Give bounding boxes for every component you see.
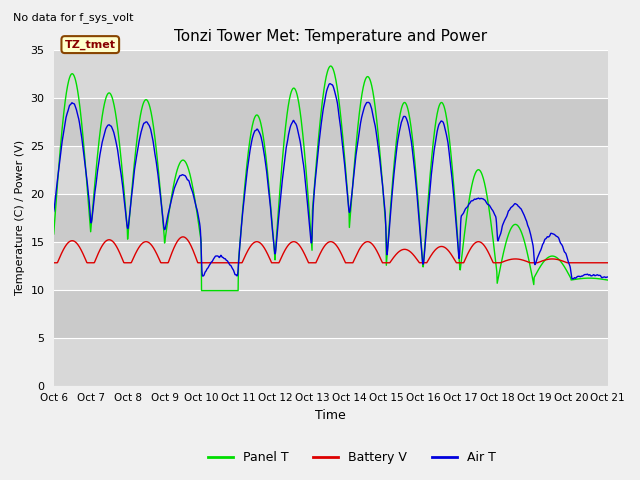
Y-axis label: Temperature (C) / Power (V): Temperature (C) / Power (V) [15, 140, 25, 295]
X-axis label: Time: Time [316, 409, 346, 422]
Bar [54, 146, 608, 193]
Title: Tonzi Tower Met: Temperature and Power: Tonzi Tower Met: Temperature and Power [174, 29, 487, 44]
Bar [54, 337, 608, 385]
Bar [54, 241, 608, 289]
Bar [54, 289, 608, 337]
Text: No data for f_sys_volt: No data for f_sys_volt [13, 12, 133, 23]
Legend: Panel T, Battery V, Air T: Panel T, Battery V, Air T [203, 446, 501, 469]
Text: TZ_tmet: TZ_tmet [65, 39, 116, 50]
Bar [54, 50, 608, 98]
Bar [54, 98, 608, 146]
Bar [54, 193, 608, 241]
